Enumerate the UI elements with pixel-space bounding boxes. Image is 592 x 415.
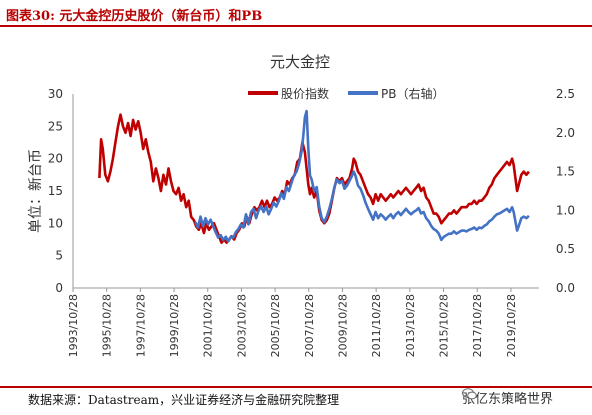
right-tick-label-3: 1.5 bbox=[556, 165, 575, 179]
right-tick-label-5: 2.5 bbox=[556, 87, 575, 101]
right-tick-label-2: 1.0 bbox=[556, 203, 575, 217]
x-tick-label-6: 2005/10/28 bbox=[269, 294, 282, 357]
x-axis-ticks: 1993/10/28 1995/10/28 1997/10/28 1999/10/28… bbox=[67, 288, 518, 357]
x-tick-label-8: 2009/10/28 bbox=[336, 294, 349, 357]
x-tick-label-3: 1999/10/28 bbox=[168, 294, 181, 357]
x-tick-label-5: 2003/10/28 bbox=[235, 294, 248, 357]
left-axis-ticks: 0 5 10 15 20 25 30 bbox=[48, 87, 63, 295]
legend: 股价指数 PB（右轴） bbox=[248, 86, 444, 101]
bottom-rule bbox=[0, 386, 592, 388]
x-tick-label-13: 2019/10/28 bbox=[505, 294, 518, 357]
series-line-pb bbox=[194, 109, 530, 243]
x-tick-label-12: 2017/10/28 bbox=[471, 294, 484, 357]
x-tick-label-4: 2001/10/28 bbox=[202, 294, 215, 357]
right-tick-label-4: 2.0 bbox=[556, 126, 575, 140]
x-tick-label-7: 2007/10/28 bbox=[303, 294, 316, 357]
right-tick-label-1: 0.5 bbox=[556, 242, 575, 256]
left-tick-label-0: 0 bbox=[55, 281, 63, 295]
series-layer bbox=[98, 109, 530, 244]
figure-title: 图表30: 元大金控历史股价（新台币）和PB bbox=[6, 9, 263, 24]
y-axis-label: 单位：新台币 bbox=[28, 149, 44, 233]
legend-label-pb: PB（右轴） bbox=[381, 86, 444, 101]
left-tick-label-4: 20 bbox=[48, 152, 63, 166]
price-pb-chart: 元大金控 股价指数 PB（右轴） 0 5 10 15 20 25 30 0.0 0.5 1.0 1… bbox=[28, 53, 575, 357]
x-tick-label-0: 1993/10/28 bbox=[67, 294, 80, 357]
top-rule bbox=[0, 25, 592, 27]
x-tick-label-10: 2013/10/28 bbox=[404, 294, 417, 357]
legend-label-price: 股价指数 bbox=[281, 86, 329, 101]
left-tick-label-5: 25 bbox=[48, 119, 63, 133]
left-tick-label-1: 5 bbox=[55, 249, 63, 263]
watermark-text: 张亿东策略世界 bbox=[462, 392, 554, 407]
right-tick-label-0: 0.0 bbox=[556, 281, 575, 295]
x-tick-label-11: 2015/10/28 bbox=[438, 294, 451, 357]
left-tick-label-6: 30 bbox=[48, 87, 63, 101]
chart-title: 元大金控 bbox=[270, 53, 330, 71]
left-tick-label-2: 10 bbox=[48, 216, 63, 230]
wechat-icon bbox=[462, 388, 477, 400]
right-axis-ticks: 0.0 0.5 1.0 1.5 2.0 2.5 bbox=[556, 87, 575, 295]
x-tick-label-2: 1997/10/28 bbox=[134, 294, 147, 357]
x-tick-label-1: 1995/10/28 bbox=[101, 294, 114, 357]
x-tick-label-9: 2011/10/28 bbox=[370, 294, 383, 357]
wechat-watermark: 张亿东策略世界 bbox=[462, 388, 553, 407]
source-note: 数据来源：Datastream，兴业证券经济与金融研究院整理 bbox=[28, 393, 340, 407]
left-tick-label-3: 15 bbox=[48, 184, 63, 198]
series-line-price bbox=[98, 113, 530, 244]
